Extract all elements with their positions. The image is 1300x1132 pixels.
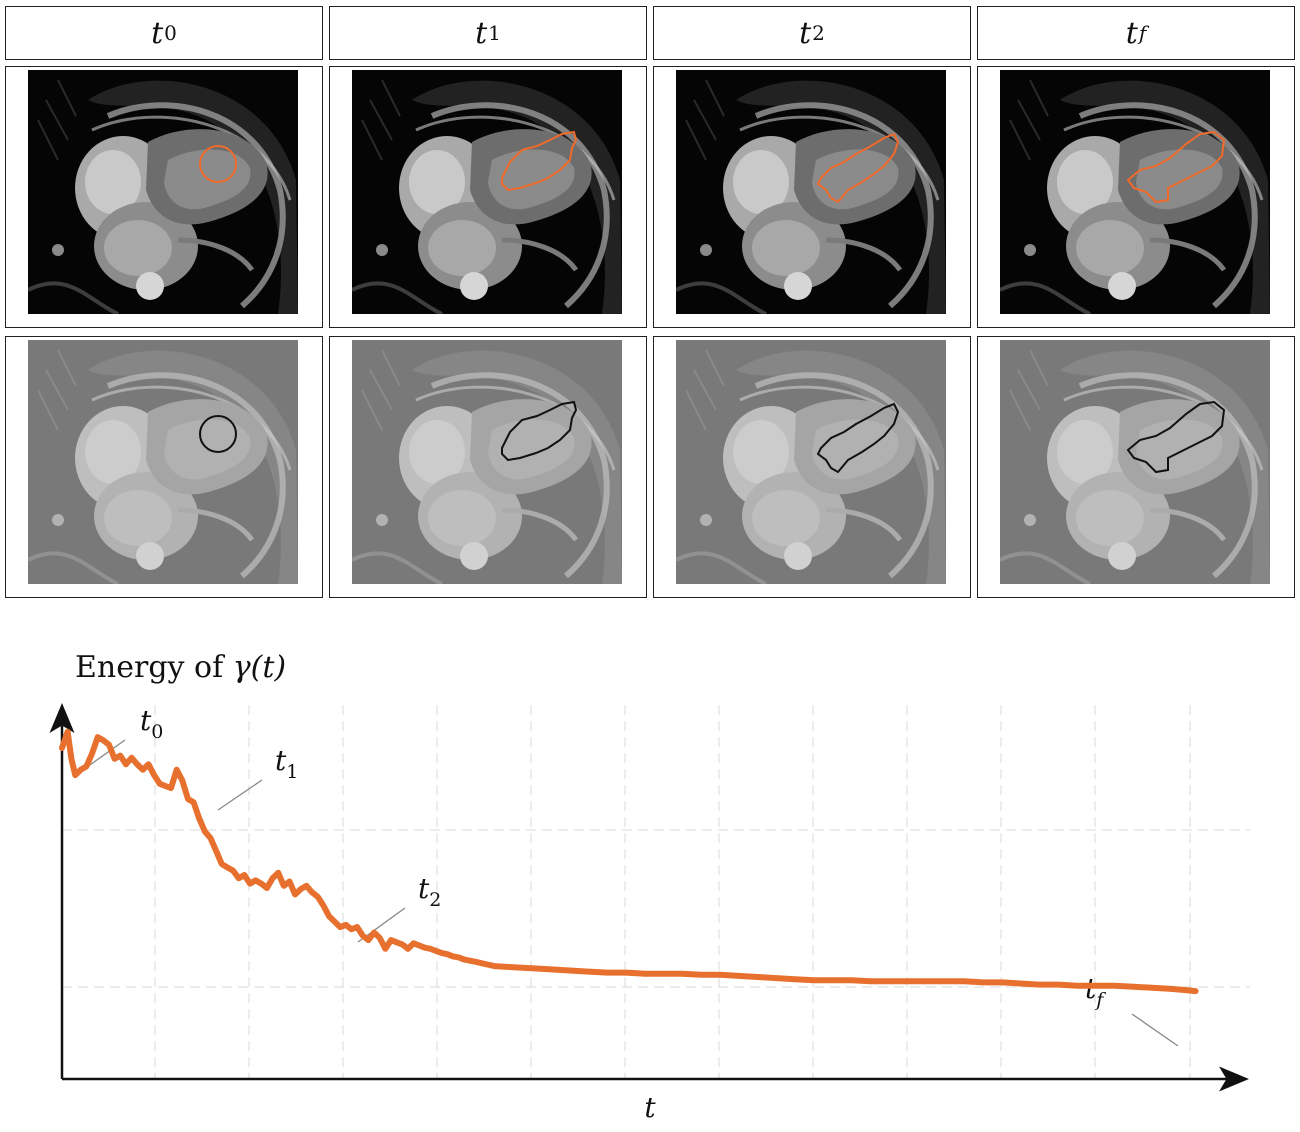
column-header-sub: 2 <box>812 21 825 45</box>
frame-cell-bottom-3 <box>977 336 1295 598</box>
mri-frame-image <box>1000 70 1270 314</box>
mri-frame-image <box>352 70 622 314</box>
frame-cell-top-3 <box>977 66 1295 328</box>
contour-top-3 <box>1126 130 1226 204</box>
annotation-label-2: t2 <box>418 872 441 911</box>
annotation-label-0: t0 <box>140 704 163 743</box>
chart-grid <box>62 705 1250 1079</box>
faded-mri-frame-image <box>1000 340 1270 584</box>
chart-title-prefix: Energy of <box>75 650 233 685</box>
faded-mri-frame-image <box>352 340 622 584</box>
column-header-sub: 1 <box>488 21 501 45</box>
mri-frame-image <box>676 70 946 314</box>
frame-cell-bottom-1 <box>329 336 647 598</box>
annotation-label-3: tf <box>1085 972 1106 1011</box>
column-header-sub: 0 <box>164 21 177 45</box>
annotation-leader-3 <box>1131 1013 1179 1047</box>
contour-top-1 <box>501 130 578 192</box>
contour-bottom-1 <box>501 400 578 462</box>
contour-bottom-2 <box>816 402 900 474</box>
faded-mri-frame-image <box>28 340 298 584</box>
annotation-leader-1 <box>217 779 263 811</box>
frame-cell-top-0 <box>5 66 323 328</box>
contour-top-0 <box>199 145 237 183</box>
contour-bottom-3 <box>1126 400 1226 474</box>
column-header-sub: f <box>1138 21 1147 45</box>
frame-cell-top-2 <box>653 66 971 328</box>
energy-chart: Energy of γ(t) t t0 t1 t2 tf <box>49 650 1250 1124</box>
mri-frame-image <box>28 70 298 314</box>
column-header-var: t <box>151 15 164 51</box>
x-axis-label: t <box>644 1091 656 1124</box>
column-header-var: t <box>799 15 812 51</box>
frame-cell-bottom-0 <box>5 336 323 598</box>
chart-title-var: γ(t) <box>233 650 286 685</box>
frame-cell-bottom-2 <box>653 336 971 598</box>
contour-top-2 <box>816 132 900 204</box>
column-header-var: t <box>1125 15 1138 51</box>
annotation-label-1: t1 <box>275 744 298 783</box>
chart-title: Energy of γ(t) <box>75 650 286 685</box>
column-header-var: t <box>475 15 488 51</box>
contour-bottom-0 <box>199 415 237 453</box>
energy-series-line <box>59 728 1199 995</box>
frame-cell-top-1 <box>329 66 647 328</box>
chart-axes <box>49 703 1249 1092</box>
faded-mri-frame-image <box>676 340 946 584</box>
